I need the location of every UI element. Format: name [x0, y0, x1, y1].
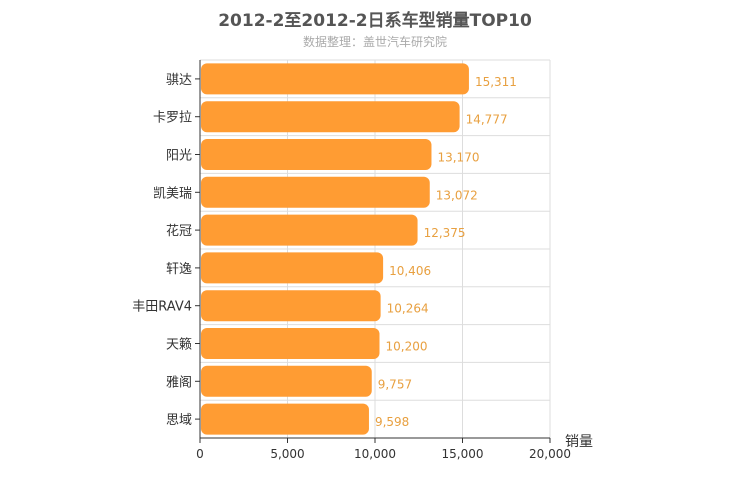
x-tick-label: 0 — [196, 447, 204, 461]
value-label: 14,777 — [466, 113, 508, 127]
value-label: 15,311 — [475, 75, 517, 89]
category-label: 卡罗拉 — [153, 111, 192, 126]
category-label: 思域 — [166, 413, 192, 428]
bar — [201, 101, 460, 133]
bar — [201, 328, 380, 359]
bar — [201, 403, 369, 435]
value-label: 12,375 — [424, 226, 466, 240]
value-label: 9,598 — [375, 415, 409, 429]
value-label: 10,406 — [389, 264, 431, 278]
value-label: 10,264 — [387, 302, 429, 316]
bar — [201, 139, 432, 170]
category-label: 凯美瑞 — [153, 186, 192, 201]
x-axis-title: 销量 — [565, 434, 593, 450]
bar — [201, 176, 430, 208]
value-label: 9,757 — [378, 377, 412, 391]
bar — [201, 252, 384, 284]
category-label: 花冠 — [166, 223, 192, 239]
bar — [201, 214, 418, 246]
chart-subtitle: 数据整理：盖世汽车研究院 — [302, 35, 447, 49]
category-label: 雅阁 — [166, 375, 192, 390]
bars — [201, 63, 469, 435]
x-tick-label: 20,000 — [529, 447, 571, 461]
value-label: 13,072 — [436, 188, 478, 202]
bar — [201, 63, 469, 95]
category-label: 骐达 — [166, 73, 192, 88]
category-label: 丰田RAV4 — [132, 300, 192, 315]
x-tick-label: 15,000 — [442, 447, 484, 461]
x-tick-label: 5,000 — [270, 447, 304, 461]
labels: 0 5,000 10,000 15,000 20,000 骐达 15,311 卡罗拉 14,77… — [132, 73, 571, 461]
chart-title: 2012-2至2012-2日系车型销量TOP10 — [218, 11, 532, 31]
x-tick-label: 10,000 — [354, 447, 396, 461]
value-label: 13,170 — [437, 151, 479, 165]
category-label: 阳光 — [166, 149, 192, 164]
category-label: 轩逸 — [166, 262, 192, 277]
bar — [201, 290, 381, 322]
bar — [201, 365, 372, 397]
value-label: 10,200 — [386, 340, 428, 354]
category-label: 天籁 — [166, 338, 192, 353]
